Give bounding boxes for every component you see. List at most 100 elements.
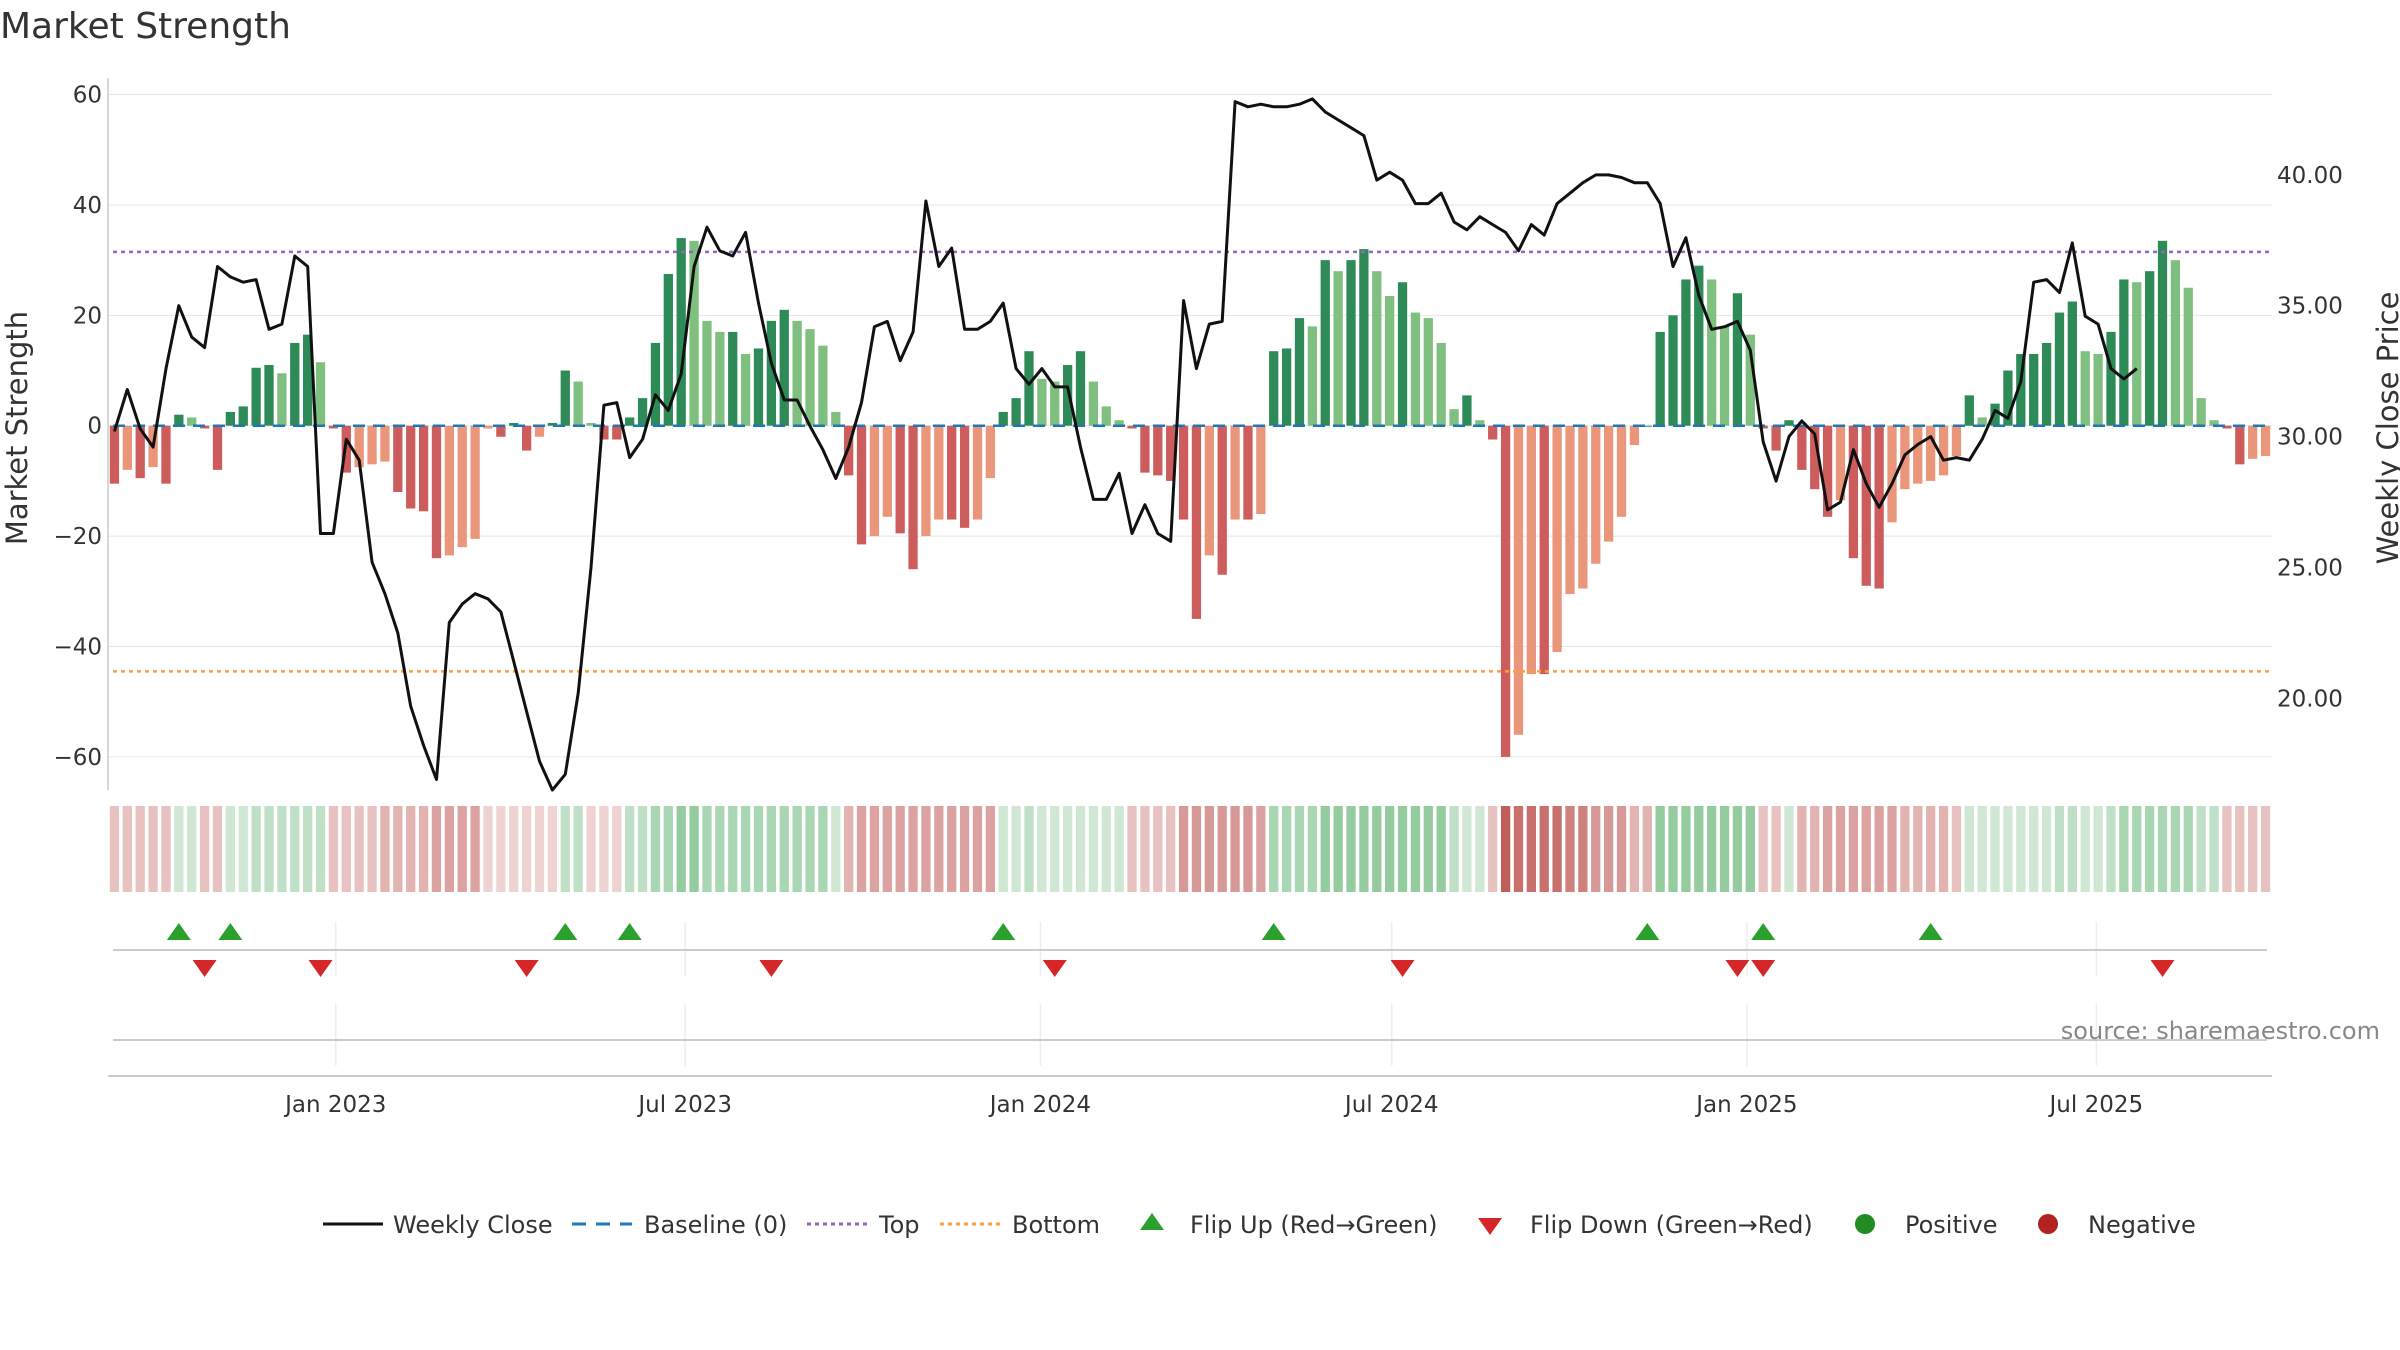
band-cell bbox=[2080, 806, 2090, 892]
left-axis-label: Market Strength bbox=[0, 311, 34, 545]
band-cell bbox=[483, 806, 493, 892]
strength-bar bbox=[560, 370, 570, 426]
band-cell bbox=[1101, 806, 1111, 892]
band-cell bbox=[908, 806, 918, 892]
band-cell bbox=[367, 806, 377, 892]
band-cell bbox=[2029, 806, 2039, 892]
strength-bar bbox=[470, 425, 480, 539]
band-cell bbox=[444, 806, 454, 892]
band-cell bbox=[1423, 806, 1433, 892]
strength-bar bbox=[444, 425, 454, 556]
band-cell bbox=[1745, 806, 1755, 892]
strength-bar bbox=[1088, 381, 1099, 426]
band-cell bbox=[290, 806, 300, 892]
band-cell bbox=[1269, 806, 1279, 892]
band-cell bbox=[212, 806, 223, 892]
legend-symbol bbox=[1855, 1214, 1875, 1234]
band-cell bbox=[1037, 806, 1047, 892]
strength-bar bbox=[1629, 425, 1640, 446]
legend-label: Baseline (0) bbox=[644, 1211, 787, 1239]
strength-bar bbox=[1707, 279, 1717, 426]
band-cell bbox=[2067, 806, 2077, 892]
strength-bar bbox=[947, 425, 957, 520]
band-cell bbox=[457, 806, 467, 892]
legend-label: Positive bbox=[1905, 1211, 1998, 1239]
flip-down-marker bbox=[308, 960, 333, 977]
flip-down-marker bbox=[1725, 960, 1750, 977]
band-cell bbox=[831, 806, 841, 892]
strength-bar bbox=[2183, 287, 2193, 426]
flip-down-marker bbox=[192, 960, 217, 977]
band-cell bbox=[509, 806, 519, 892]
strength-bar bbox=[728, 331, 738, 426]
strength-bar bbox=[934, 425, 944, 520]
band-cell bbox=[1732, 806, 1743, 892]
weekly-close-line bbox=[112, 97, 2138, 792]
band-cell bbox=[393, 806, 403, 892]
strength-bar bbox=[122, 425, 132, 470]
strength-bar bbox=[547, 422, 558, 426]
band-cell bbox=[1256, 806, 1266, 892]
right-tick-label: 30.00 bbox=[2277, 425, 2343, 451]
strength-bar bbox=[380, 425, 390, 462]
band-cell bbox=[1874, 806, 1884, 892]
band-cell bbox=[856, 806, 867, 892]
strength-bar bbox=[2248, 425, 2258, 459]
strength-bar bbox=[1616, 425, 1627, 517]
strength-bar bbox=[805, 329, 815, 426]
band-cell bbox=[1565, 806, 1575, 892]
strength-bar bbox=[521, 425, 532, 451]
band-cell bbox=[1616, 806, 1627, 892]
strength-bar bbox=[2029, 353, 2039, 426]
band-cell bbox=[225, 806, 236, 892]
right-tick-label: 35.00 bbox=[2277, 294, 2343, 320]
strength-bar bbox=[1372, 271, 1382, 426]
strength-bar bbox=[1758, 425, 1768, 429]
band-cell bbox=[985, 806, 995, 892]
strength-bar bbox=[1320, 260, 1330, 426]
band-cell bbox=[1964, 806, 1974, 892]
band-cell bbox=[844, 806, 854, 892]
price-line-layer bbox=[112, 97, 2138, 792]
strength-bar bbox=[676, 238, 686, 426]
strength-bar bbox=[663, 273, 673, 426]
strength-bar bbox=[2157, 240, 2168, 426]
band-cell bbox=[328, 806, 339, 892]
band-cell bbox=[418, 806, 429, 892]
legend-symbol bbox=[1140, 1213, 1164, 1230]
strength-bar bbox=[1050, 381, 1060, 426]
band-cell bbox=[766, 806, 777, 892]
strength-bar bbox=[174, 414, 184, 426]
x-tick-label: Jan 2025 bbox=[1694, 1092, 1797, 1118]
strength-bar bbox=[1269, 351, 1279, 426]
strength-bar bbox=[1281, 348, 1292, 426]
band-cell bbox=[406, 806, 416, 892]
band-cell bbox=[1539, 806, 1549, 892]
band-cell bbox=[689, 806, 699, 892]
band-cell bbox=[1771, 806, 1781, 892]
band-cell bbox=[612, 806, 622, 892]
band-cell bbox=[122, 806, 132, 892]
strength-bar bbox=[1926, 425, 1936, 481]
strength-bar bbox=[766, 320, 777, 426]
strength-bar bbox=[1835, 425, 1846, 501]
left-tick-label: 20 bbox=[73, 303, 102, 329]
band-cell bbox=[1178, 806, 1189, 892]
strength-bar bbox=[199, 425, 210, 429]
flip-up-marker bbox=[166, 923, 191, 940]
band-cell bbox=[1062, 806, 1073, 892]
band-cell bbox=[1835, 806, 1846, 892]
band-cell bbox=[199, 806, 210, 892]
band-cell bbox=[1990, 806, 2000, 892]
strength-bar bbox=[1166, 425, 1176, 481]
band-cell bbox=[1913, 806, 1923, 892]
strength-bar bbox=[1603, 425, 1614, 542]
strength-bar bbox=[431, 425, 442, 559]
strength-bars bbox=[109, 238, 2271, 757]
band-cell bbox=[998, 806, 1008, 892]
strength-bar bbox=[1307, 326, 1318, 426]
band-cell bbox=[2209, 806, 2219, 892]
strength-bar bbox=[831, 411, 841, 426]
strength-bar bbox=[1024, 351, 1034, 426]
strength-band bbox=[109, 806, 2271, 892]
